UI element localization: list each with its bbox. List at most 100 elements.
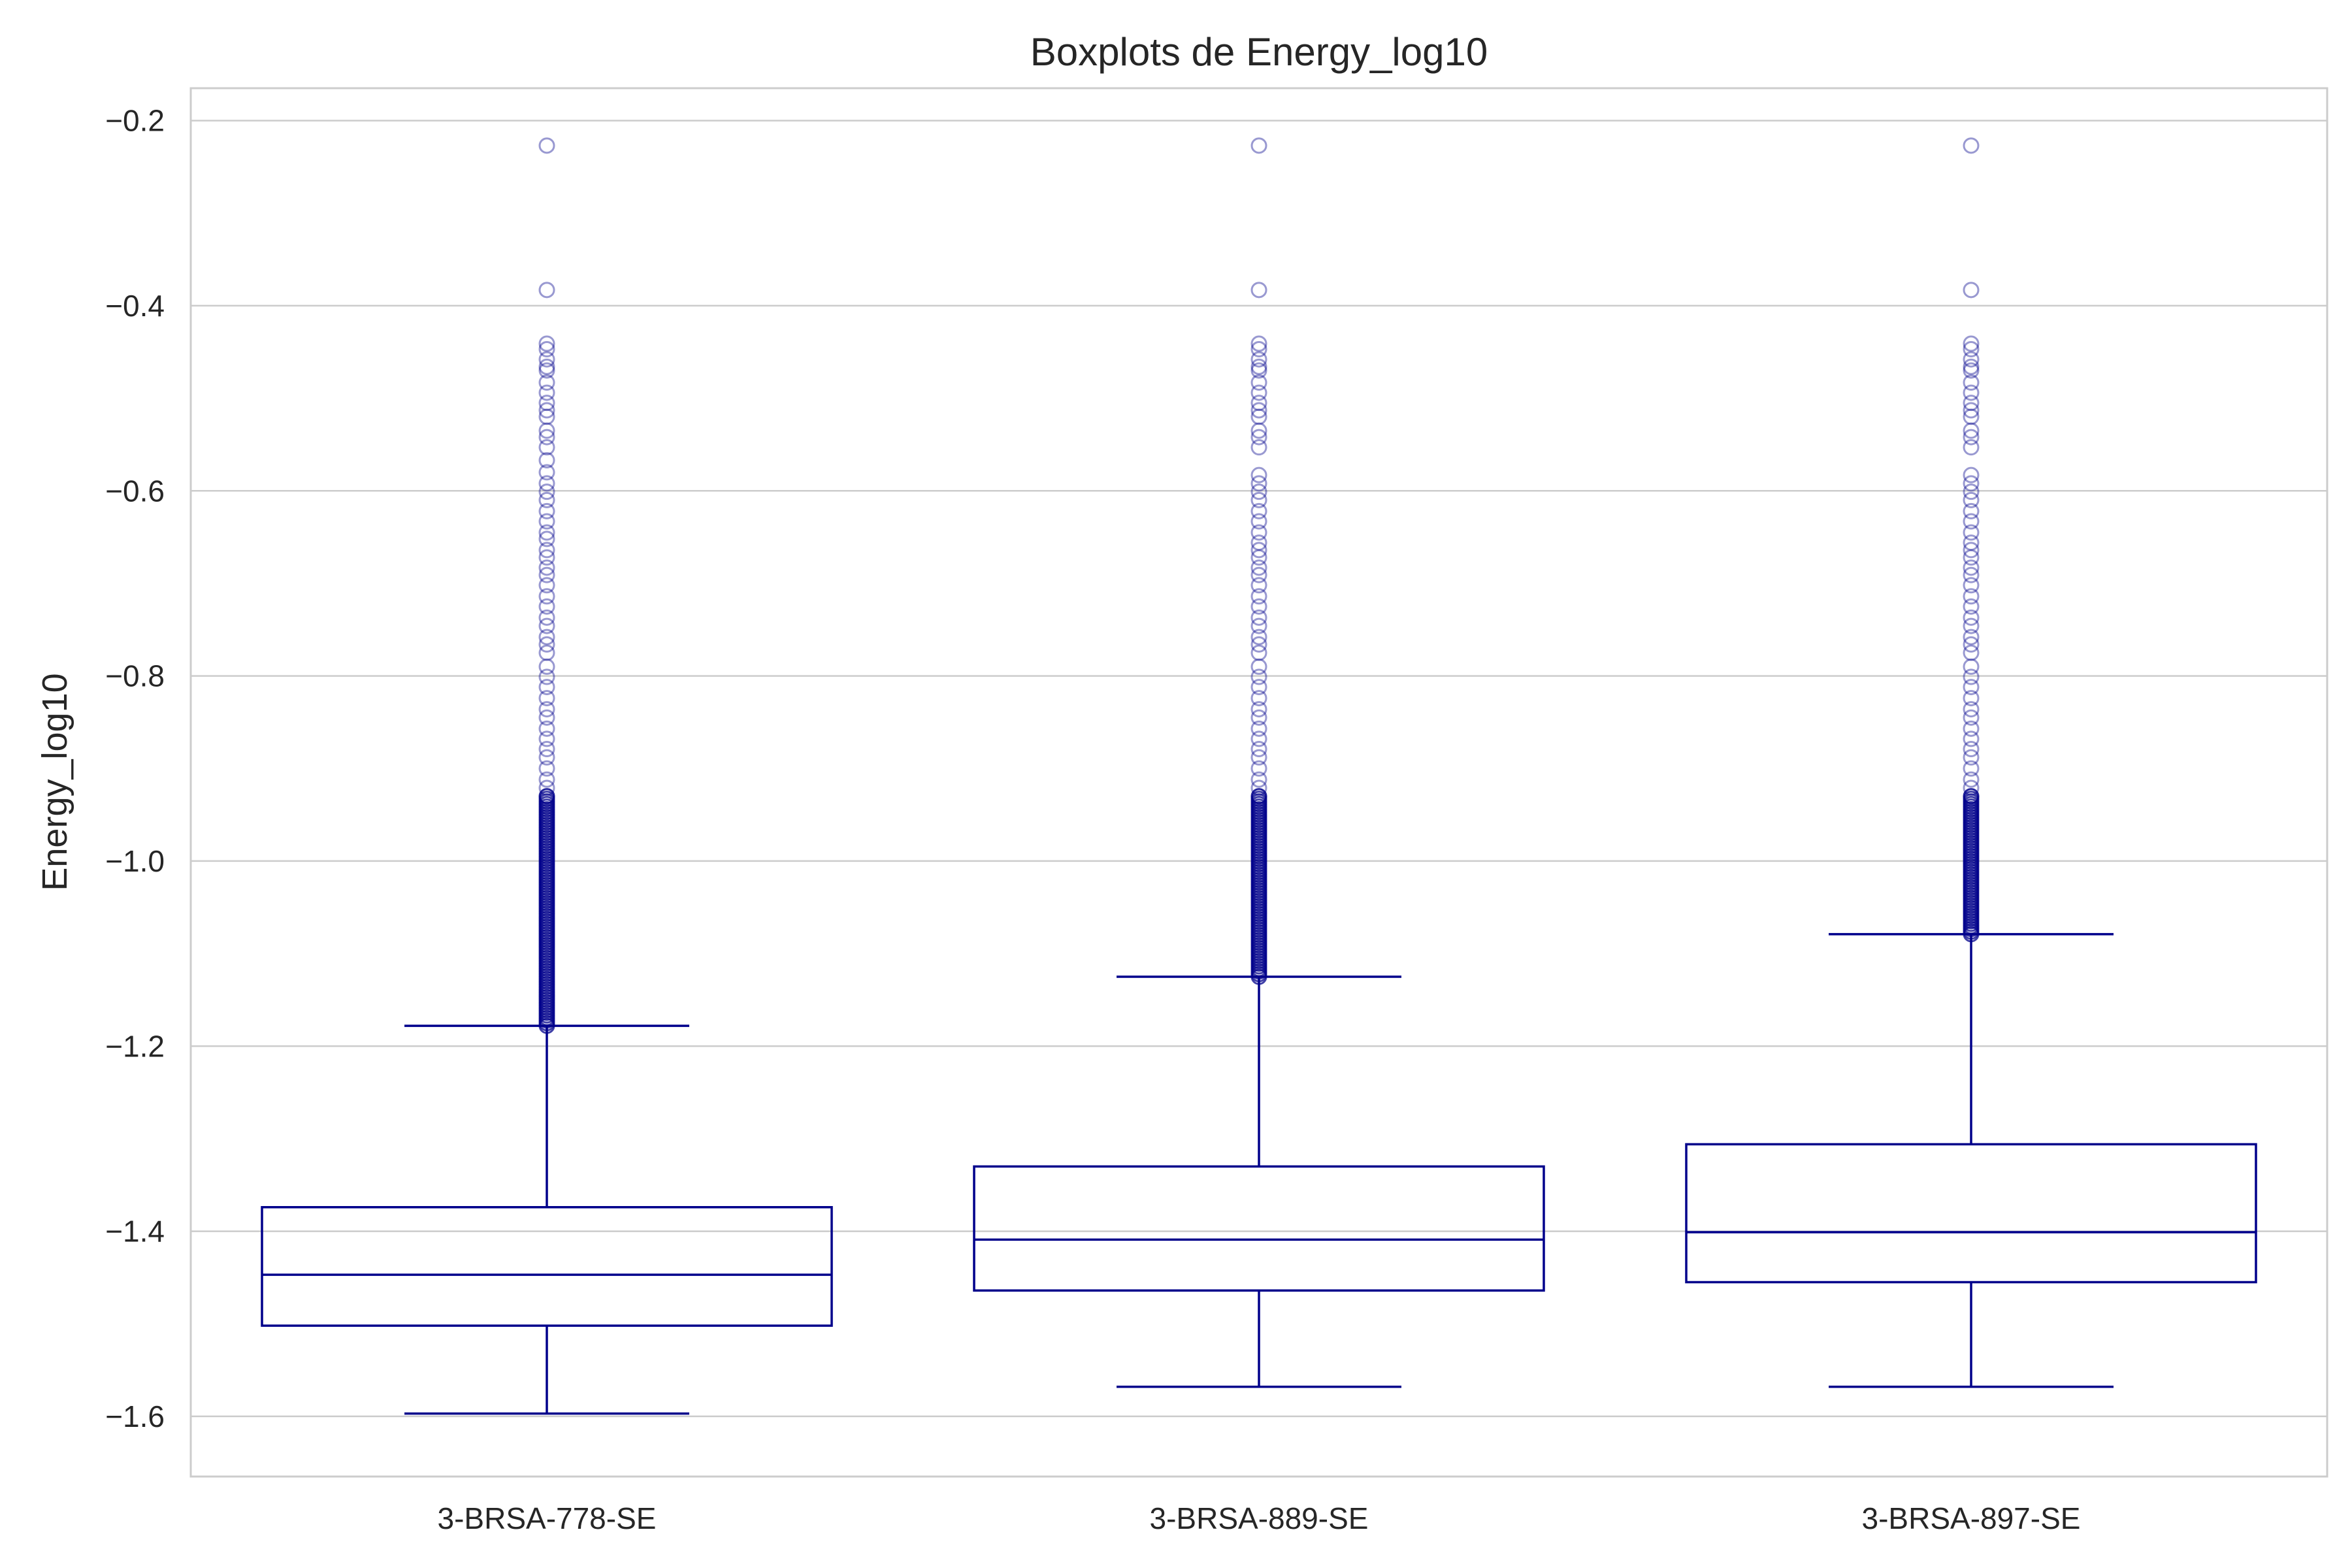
outlier-point [1963,408,1980,425]
outlier-point [1250,741,1267,757]
outlier-point [1963,549,1980,566]
outlier-point [1963,429,1980,446]
iqr-box [973,1165,1545,1292]
outlier-point [538,374,555,391]
outlier-point [1250,609,1267,626]
outlier-point [1250,598,1267,615]
outlier-point [538,464,555,481]
outlier-point [1250,374,1267,391]
outlier-point [1250,384,1267,401]
outlier-point [1250,341,1267,357]
outlier-point [1250,335,1267,352]
outlier-point [538,502,555,519]
outlier-point [538,524,555,541]
outlier-point [1250,466,1267,483]
y-tick-label: −0.8 [105,659,165,693]
outlier-point [538,741,555,757]
outlier-point [1963,502,1980,519]
outlier-point [1250,658,1267,675]
outlier-point [538,788,555,805]
outlier-point [538,577,555,594]
outlier-point [538,483,555,500]
outlier-point [538,282,555,299]
outlier-point [538,588,555,605]
outlier-point [538,341,555,357]
outlier-point [538,422,555,439]
outlier-point [538,730,555,747]
iqr-box [261,1206,833,1327]
outlier-point [1963,513,1980,530]
outlier-point [1963,709,1980,726]
outlier-point [1963,137,1980,154]
x-axis-ticks: 3-BRSA-778-SE 3-BRSA-889-SE 3-BRSA-897-SE [438,1501,2081,1535]
outlier-point [1963,658,1980,675]
outlier-point [1963,491,1980,508]
outlier-point [1250,566,1267,583]
outlier-point [1250,502,1267,519]
outlier-point [1963,439,1980,456]
outlier-point [1250,439,1267,456]
outlier-point [1250,549,1267,566]
outlier-point [538,636,555,653]
outlier-point [1963,788,1980,805]
outlier-point [538,362,555,379]
outlier-point [1963,542,1980,559]
outlier-point [538,679,555,696]
outlier-point [1963,741,1980,757]
outlier-point [1963,374,1980,391]
outlier-point [1250,617,1267,634]
x-tick-label: 3-BRSA-778-SE [438,1501,657,1535]
y-tick-label: −1.4 [105,1215,165,1249]
outlier-point [538,549,555,566]
outlier-point [1250,282,1267,299]
outlier-point [1250,534,1267,551]
outlier-point [538,658,555,675]
y-axis-ticks: −0.2 −0.4 −0.6 −0.8 −1.0 −1.2 −1.4 −1.6 [105,104,165,1433]
outlier-point [1963,395,1980,412]
outlier-point [538,701,555,718]
outlier-point [538,598,555,615]
outlier-point [1963,358,1980,375]
outlier-point [538,408,555,425]
outlier-point [1250,771,1267,788]
outlier-point [1963,771,1980,788]
outlier-point [538,542,555,559]
outlier-point [538,779,555,796]
x-tick-label: 3-BRSA-897-SE [1862,1501,2081,1535]
outlier-point [538,690,555,707]
outlier-point [1250,588,1267,605]
outlier-point [538,531,555,547]
outlier-point [538,475,555,492]
outlier-point [1963,466,1980,483]
outlier-point [1250,137,1267,154]
outlier-point [1250,679,1267,696]
outlier-point [1250,577,1267,594]
outlier-point [1963,362,1980,379]
outlier-point [538,644,555,661]
outlier-point [1963,422,1980,439]
y-axis-label: Energy_log10 [35,673,74,890]
outlier-point [1963,730,1980,747]
outlier-point [1250,429,1267,446]
boxplot-1 [261,137,833,1415]
outlier-point [1250,788,1267,805]
outlier-point [1250,491,1267,508]
box-series [261,137,2257,1415]
outlier-point [538,749,555,766]
outlier-point [1250,362,1267,379]
outlier-point [538,788,555,805]
outlier-point [538,137,555,154]
outlier-point [1250,779,1267,796]
outlier-point [538,771,555,788]
y-tick-label: −0.2 [105,104,165,138]
outlier-point [1963,617,1980,634]
outlier-point [538,559,555,576]
outlier-point [538,617,555,634]
outlier-point [1963,720,1980,737]
outlier-point [538,452,555,468]
outlier-point [538,384,555,401]
outlier-point [1963,475,1980,492]
outlier-point [1963,636,1980,653]
